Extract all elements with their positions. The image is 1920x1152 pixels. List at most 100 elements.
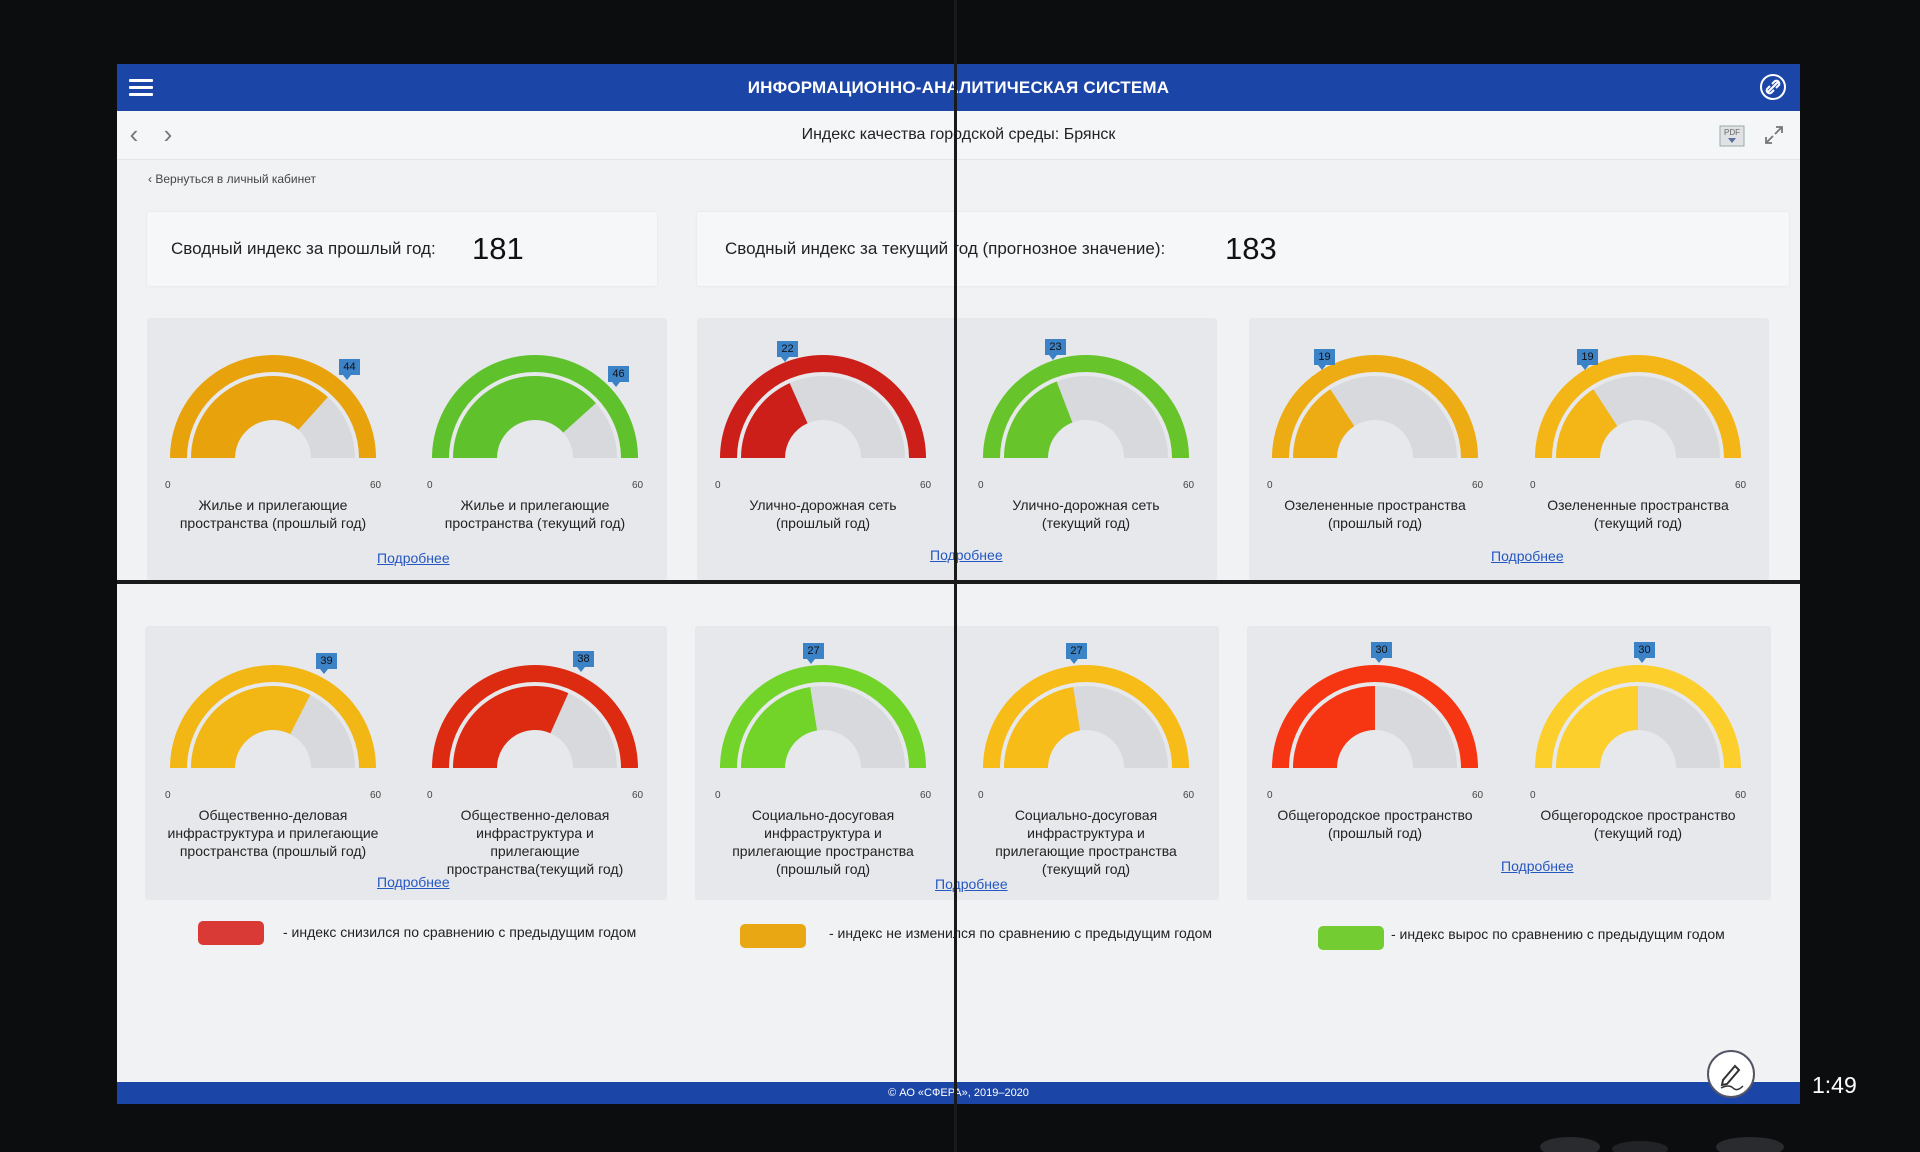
gauge-value-fill xyxy=(1004,381,1073,458)
more-link-business-infra[interactable]: Подробнее xyxy=(377,874,450,890)
gauge-roads-curr: 0 60 23 Улично-дорожная сеть (текущий год) xyxy=(960,332,1212,542)
gauge-max-label: 60 xyxy=(1183,790,1195,801)
pen-icon[interactable] xyxy=(1707,1050,1755,1098)
more-link-roads[interactable]: Подробнее xyxy=(930,547,1003,563)
expand-icon[interactable] xyxy=(1762,123,1786,147)
gauge-outer-ring xyxy=(432,665,638,768)
footer-bar: © АО «СФЕРА», 2019–2020 xyxy=(117,1082,1800,1104)
gauge-dial xyxy=(1535,665,1741,768)
gauge-max-label: 60 xyxy=(632,790,644,801)
gauge-outer-ring xyxy=(983,665,1189,768)
hamburger-menu-icon[interactable] xyxy=(127,76,155,98)
legend-text-decreased: - индекс снизился по сравнению с предыду… xyxy=(283,924,637,940)
gauge-caption-line: инфраструктура и xyxy=(1027,825,1145,841)
app-title: ИНФОРМАЦИОННО-АНАЛИТИЧЕСКАЯ СИСТЕМА xyxy=(747,78,1170,97)
gauge-value-fill xyxy=(741,383,808,458)
gauge-outer-ring xyxy=(720,665,926,768)
camera-silhouettes xyxy=(1540,1137,1784,1152)
legend-text-unchanged: - индекс не изменился по сравнению с пре… xyxy=(829,925,1213,941)
gauge-caption-line: Жилье и прилегающие xyxy=(460,497,610,513)
gauge-citywide-prev: 0 60 30 Общегородское пространство (прошлый … xyxy=(1249,642,1501,852)
gauge-caption-line: (текущий год) xyxy=(1593,825,1683,841)
gauge-outer-ring xyxy=(983,355,1189,458)
gauge-caption: Озелененные пространства (прошлый год) xyxy=(1249,496,1501,532)
gauge-max-label: 60 xyxy=(1472,790,1484,801)
gauge-business-prev: 0 60 39 Общественно-деловая инфраструктура и… xyxy=(147,642,399,859)
top-bar: ИНФОРМАЦИОННО-АНАЛИТИЧЕСКАЯ СИСТЕМА xyxy=(117,64,1800,111)
gauge-caption-line: (прошлый год) xyxy=(775,515,871,531)
gauge-caption-line: инфраструктура и xyxy=(764,825,882,841)
gauge-caption-line: Социально-досуговая xyxy=(1014,807,1158,823)
summary-curr-label: Сводный индекс за текущий год (прогнозно… xyxy=(725,239,1166,258)
pdf-download-icon[interactable]: PDF xyxy=(1719,125,1745,147)
summary-prev-label: Сводный индекс за прошлый год: xyxy=(171,239,436,258)
video-wall-seam-horizontal xyxy=(117,580,1800,584)
gauge-caption-line: Общегородское пространство xyxy=(1540,807,1736,823)
gauge-dial xyxy=(170,355,376,458)
gauge-value-fill xyxy=(741,687,818,768)
more-link-green-spaces[interactable]: Подробнее xyxy=(1491,548,1564,564)
gauge-min-label: 0 xyxy=(1267,480,1273,491)
gauge-caption: Жилье и прилегающие пространства (прошлый… xyxy=(147,496,399,532)
gauge-min-label: 0 xyxy=(165,480,171,491)
gauge-max-label: 60 xyxy=(920,790,932,801)
gauge-caption-line: прилегающие пространства xyxy=(995,843,1177,859)
gauge-caption: Общественно-деловая инфраструктура и прил… xyxy=(147,806,399,860)
gauge-value-badge: 46 xyxy=(608,366,629,387)
gauge-caption-line: пространства(текущий год) xyxy=(446,861,624,877)
gauge-outer-ring xyxy=(1535,665,1741,768)
more-link-housing[interactable]: Подробнее xyxy=(377,550,450,566)
gauge-caption-line: (прошлый год) xyxy=(1327,515,1423,531)
gauge-max-label: 60 xyxy=(1472,480,1484,491)
gauge-max-label: 60 xyxy=(370,790,382,801)
gauge-leisure-prev: 0 60 27 Социально-досуговая инфраструктура и… xyxy=(697,642,949,877)
legend-swatch-increased xyxy=(1318,926,1384,950)
gauge-caption-line: Озелененные пространства xyxy=(1547,497,1729,513)
more-link-leisure-infra[interactable]: Подробнее xyxy=(935,876,1008,892)
gauge-min-label: 0 xyxy=(978,790,984,801)
gauge-value-badge: 27 xyxy=(803,643,824,664)
gauge-value-fill xyxy=(191,686,311,768)
chevron-left-icon[interactable]: ‹ xyxy=(129,119,139,149)
gauge-leisure-curr: 0 60 27 Социально-досуговая инфраструктура и… xyxy=(960,642,1212,877)
chevron-right-icon[interactable]: › xyxy=(163,119,173,149)
page-title: Индекс качества городской среды: Брянск xyxy=(801,126,1116,143)
gauge-citywide-curr: 0 60 30 Общегородское пространство (текущий … xyxy=(1512,642,1764,852)
gauge-value-badge: 39 xyxy=(316,653,337,674)
gauge-caption-line: (прошлый год) xyxy=(775,861,871,877)
link-settings-icon[interactable] xyxy=(1758,72,1788,102)
gauge-caption: Общественно-деловая инфраструктура и приле… xyxy=(409,806,661,878)
gauge-value-badge: 38 xyxy=(573,651,594,672)
gauge-min-label: 0 xyxy=(1530,480,1536,491)
gauge-value-badge: 23 xyxy=(1045,339,1066,360)
summary-curr-value: 183 xyxy=(1225,231,1277,266)
gauge-max-label: 60 xyxy=(920,480,932,491)
gauge-value-fill xyxy=(1556,389,1618,458)
gauge-dial xyxy=(1535,355,1741,458)
more-link-citywide-space[interactable]: Подробнее xyxy=(1501,858,1574,874)
gauge-min-label: 0 xyxy=(427,480,433,491)
gauge-housing-prev: 0 60 44 Жилье и прилегающие пространства (пр… xyxy=(147,332,399,542)
gauge-caption-line: Улично-дорожная сеть xyxy=(749,497,897,513)
gauge-outer-ring xyxy=(1535,355,1741,458)
gauge-dial xyxy=(432,665,638,768)
back-link[interactable]: ‹ Вернуться в личный кабинет xyxy=(148,172,317,186)
gauge-min-label: 0 xyxy=(427,790,433,801)
gauge-max-label: 60 xyxy=(632,480,644,491)
gauge-dial xyxy=(983,355,1189,458)
gauge-roads-prev: 0 60 22 Улично-дорожная сеть (прошлый год) xyxy=(697,332,949,542)
gauge-caption-line: (прошлый год) xyxy=(1327,825,1423,841)
svg-text:PDF: PDF xyxy=(1724,128,1740,137)
gauge-caption-line: прилегающие xyxy=(490,843,580,859)
gauge-outer-ring xyxy=(720,355,926,458)
gauge-caption: Социально-досуговая инфраструктура и приле… xyxy=(960,806,1212,878)
gauge-dial xyxy=(720,665,926,768)
gauge-value-badge: 19 xyxy=(1577,349,1598,370)
gauge-min-label: 0 xyxy=(715,790,721,801)
gauge-outer-ring xyxy=(170,665,376,768)
gauge-value-badge: 44 xyxy=(339,359,360,380)
gauge-caption-line: инфраструктура и прилегающие xyxy=(167,825,379,841)
gauge-max-label: 60 xyxy=(370,480,382,491)
gauge-caption: Жилье и прилегающие пространства (текущий… xyxy=(409,496,661,532)
gauge-caption-line: (текущий год) xyxy=(1593,515,1683,531)
